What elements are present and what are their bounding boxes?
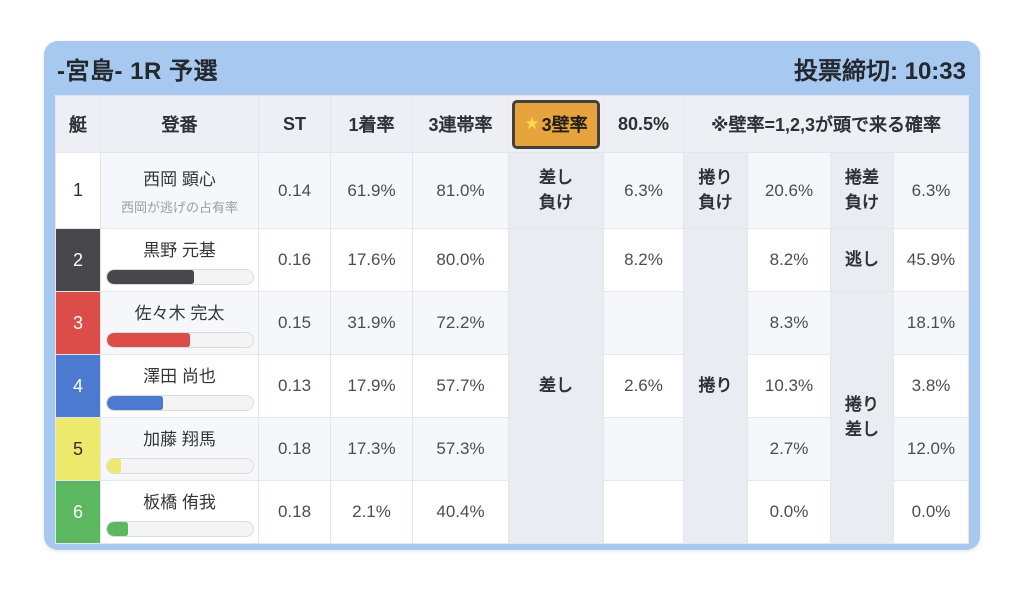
st-value: 0.14 bbox=[258, 152, 331, 229]
st-value: 0.18 bbox=[258, 480, 331, 544]
tactic-value-1: 2.6% bbox=[603, 354, 684, 418]
col-header-top3: 3連帯率 bbox=[412, 95, 509, 153]
tactic-value-1: 8.2% bbox=[603, 228, 684, 292]
tactic-label-sashi: 差し bbox=[508, 228, 604, 544]
st-value: 0.13 bbox=[258, 354, 331, 418]
boat-number-2: 2 bbox=[55, 228, 101, 292]
table-row: 2 黒野 元基 0.16 17.6% 80.0% 差し 8.2% 捲り 8.2%… bbox=[55, 228, 970, 544]
racer-name: 黒野 元基 bbox=[143, 240, 216, 260]
star-icon: ★ bbox=[524, 114, 540, 133]
racer-subtitle: 西岡が逃げの占有率 bbox=[120, 200, 238, 215]
tactic-value-3: 12.0% bbox=[892, 417, 970, 481]
stats-table: 艇 登番 ST 1着率 3連帯率 ★ 3壁率 80.5% ※壁率=1,2,3が頭で… bbox=[55, 95, 970, 544]
table-row: 5 加藤 翔馬 0.18 17.3% 57.3% 2.7% 12.0% bbox=[55, 417, 970, 481]
racer-name: 澤田 尚也 bbox=[143, 366, 216, 386]
win1-value: 31.9% bbox=[330, 291, 413, 355]
racer-name: 加藤 翔馬 bbox=[143, 429, 216, 449]
wall-rate-total: 80.5% bbox=[603, 95, 684, 153]
vote-deadline: 投票締切: 10:33 bbox=[793, 57, 966, 85]
wall-rate-label: 3壁率 bbox=[541, 115, 588, 135]
race-title: -宮島- 1R 予選 bbox=[57, 57, 218, 85]
racer-cell: 黒野 元基 bbox=[100, 228, 259, 292]
tactic-label-nigashi: 逃し bbox=[830, 228, 894, 292]
racer-cell: 澤田 尚也 bbox=[100, 354, 259, 418]
stats-table-wrap: 艇 登番 ST 1着率 3連帯率 ★ 3壁率 80.5% ※壁率=1,2,3が頭で… bbox=[55, 95, 970, 544]
boat-number-4: 4 bbox=[55, 354, 101, 418]
top3-value: 80.0% bbox=[412, 228, 509, 292]
win1-value: 17.9% bbox=[330, 354, 413, 418]
table-row: 6 板橋 侑我 0.18 2.1% 40.4% 0.0% 0.0% bbox=[55, 480, 970, 544]
win1-value: 17.3% bbox=[330, 417, 413, 481]
tactic-label-sashi-make: 差し 負け bbox=[508, 152, 604, 229]
occupancy-bar bbox=[105, 457, 254, 474]
tactic-value-2: 20.6% bbox=[747, 152, 831, 229]
top3-value: 40.4% bbox=[412, 480, 509, 544]
win1-value: 17.6% bbox=[330, 228, 413, 292]
occupancy-bar bbox=[105, 268, 254, 285]
racer-name: 佐々木 完太 bbox=[134, 303, 225, 323]
tactic-value-2: 2.7% bbox=[747, 417, 831, 481]
top3-value: 81.0% bbox=[412, 152, 509, 229]
win1-value: 2.1% bbox=[330, 480, 413, 544]
tactic-label-makuri-make: 捲り 負け bbox=[683, 152, 748, 229]
tactic-value-3: 45.9% bbox=[892, 228, 970, 292]
col-header-wall: ★ 3壁率 bbox=[508, 95, 604, 153]
racer-name: 西岡 顕心 bbox=[143, 170, 216, 189]
table-row: 4 澤田 尚也 0.13 17.9% 57.7% 2.6% 10.3% 3.8% bbox=[55, 354, 970, 418]
col-header-boat: 艇 bbox=[55, 95, 101, 153]
occupancy-bar bbox=[105, 331, 254, 348]
win1-value: 61.9% bbox=[330, 152, 413, 229]
tactic-value-2: 0.0% bbox=[747, 480, 831, 544]
st-value: 0.16 bbox=[258, 228, 331, 292]
tactic-value-1 bbox=[603, 417, 684, 481]
table-row: 3 佐々木 完太 0.15 31.9% 72.2% 8.3% 捲り 差し 18.1… bbox=[55, 291, 970, 544]
top3-value: 72.2% bbox=[412, 291, 509, 355]
racer-cell: 板橋 侑我 bbox=[100, 480, 259, 544]
tactic-label-makuri: 捲り bbox=[683, 228, 748, 544]
boat-number-5: 5 bbox=[55, 417, 101, 481]
top3-value: 57.7% bbox=[412, 354, 509, 418]
table-row: 1 西岡 顕心 西岡が逃げの占有率 0.14 61.9% 81.0% 差し 負け … bbox=[55, 152, 970, 229]
tactic-value-2: 10.3% bbox=[747, 354, 831, 418]
tactic-value-1 bbox=[603, 480, 684, 544]
boat-number-3: 3 bbox=[55, 291, 101, 355]
tactic-value-3: 18.1% bbox=[892, 291, 970, 355]
tactic-value-3: 0.0% bbox=[892, 480, 970, 544]
wall-rate-highlight-button[interactable]: ★ 3壁率 bbox=[512, 99, 600, 149]
top3-value: 57.3% bbox=[412, 417, 509, 481]
race-card: -宮島- 1R 予選 投票締切: 10:33 艇 登番 ST 1着率 3連帯率 … bbox=[44, 41, 980, 550]
race-card-header: -宮島- 1R 予選 投票締切: 10:33 bbox=[44, 41, 980, 95]
tactic-value-1: 6.3% bbox=[603, 152, 684, 229]
occupancy-bar bbox=[105, 394, 254, 411]
st-value: 0.15 bbox=[258, 291, 331, 355]
occupancy-bar bbox=[105, 520, 254, 537]
boat-number-1: 1 bbox=[55, 152, 101, 229]
col-header-racer: 登番 bbox=[100, 95, 259, 153]
racer-cell: 加藤 翔馬 bbox=[100, 417, 259, 481]
tactic-value-2: 8.3% bbox=[747, 291, 831, 355]
wall-rate-note: ※壁率=1,2,3が頭で来る確率 bbox=[682, 95, 970, 153]
tactic-value-3: 3.8% bbox=[892, 354, 970, 418]
tactic-value-1 bbox=[603, 291, 684, 355]
st-value: 0.18 bbox=[258, 417, 331, 481]
tactic-value-2: 8.2% bbox=[747, 228, 831, 292]
racer-cell: 西岡 顕心 西岡が逃げの占有率 bbox=[100, 152, 259, 229]
tactic-label-makuri-sashi: 捲り 差し bbox=[830, 291, 894, 544]
table-header-row: 艇 登番 ST 1着率 3連帯率 ★ 3壁率 80.5% ※壁率=1,2,3が頭で… bbox=[55, 95, 970, 153]
racer-cell: 佐々木 完太 bbox=[100, 291, 259, 355]
col-header-st: ST bbox=[258, 95, 331, 153]
tactic-value-3: 6.3% bbox=[892, 152, 970, 229]
col-header-win1: 1着率 bbox=[330, 95, 413, 153]
tactic-label-makuzashi-make: 捲差 負け bbox=[830, 152, 894, 229]
racer-name: 板橋 侑我 bbox=[143, 492, 216, 512]
boat-number-6: 6 bbox=[55, 480, 101, 544]
